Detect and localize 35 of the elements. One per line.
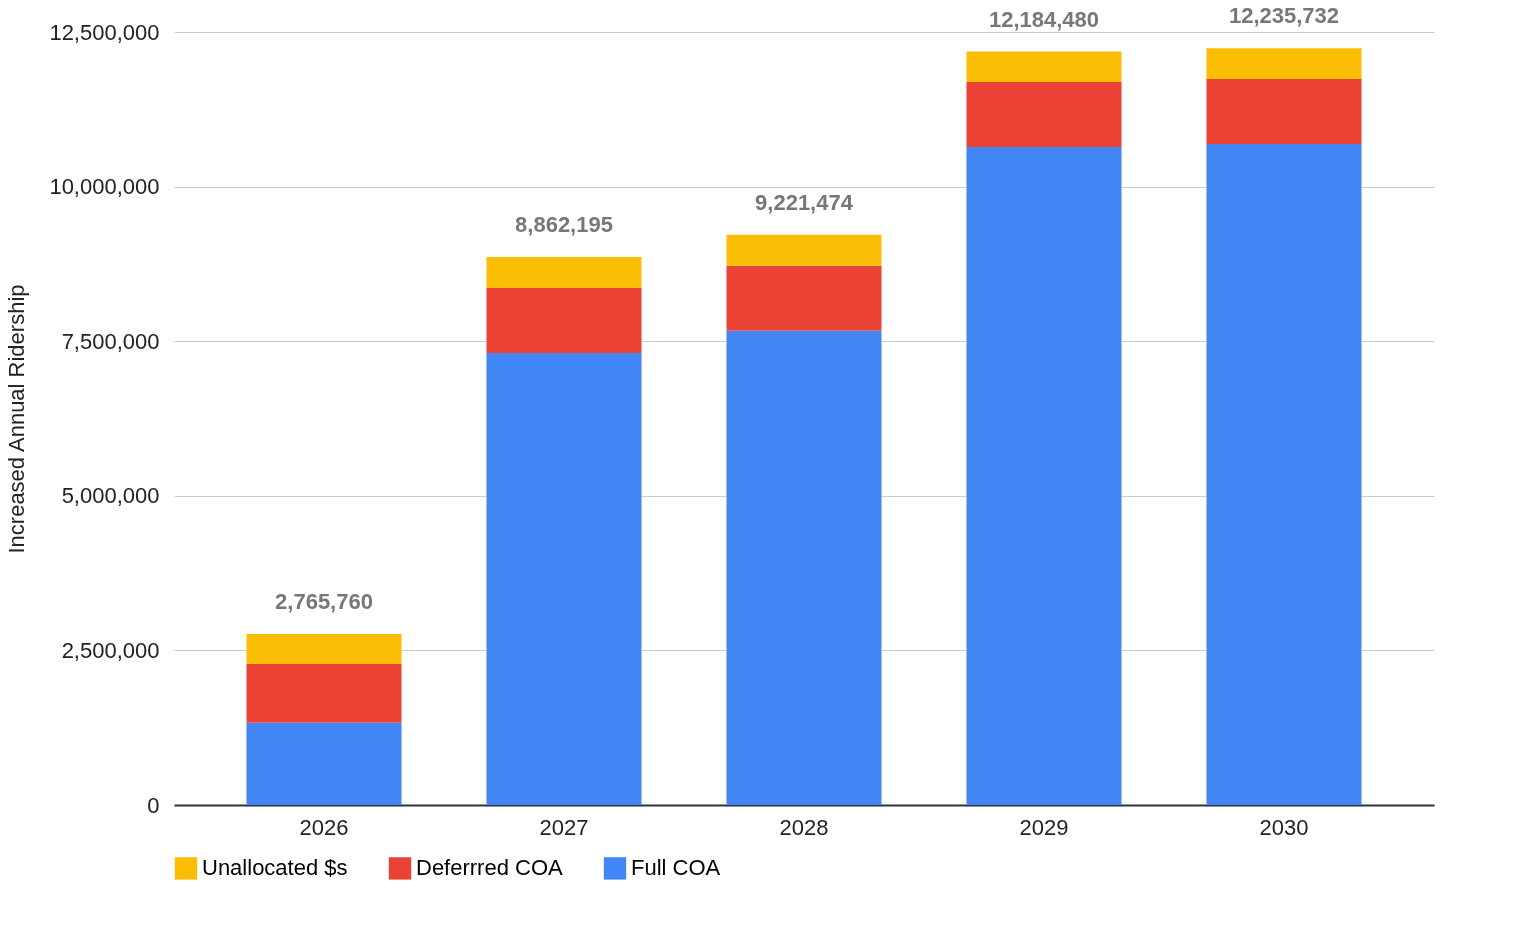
bar (966, 51, 1122, 83)
bar (966, 82, 1122, 148)
total-label: 8,862,195 (515, 211, 613, 237)
bar (1206, 79, 1362, 144)
bar (966, 147, 1122, 805)
total-label: 12,184,480 (988, 6, 1100, 32)
x-tick-label: 2026 (299, 814, 349, 840)
total-label: 2,765,760 (275, 588, 373, 614)
x-tick-label: 2028 (779, 814, 829, 840)
legend-label: Unallocated $s (202, 855, 348, 881)
y-tick-label: 5,000,000 (61, 483, 160, 509)
y-tick-label: 7,500,000 (61, 328, 160, 354)
y-tick-label: 10,000,000 (49, 174, 160, 200)
bar (486, 288, 642, 353)
total-label: 12,235,732 (1228, 3, 1340, 29)
bar (246, 722, 402, 805)
bar (726, 330, 882, 805)
bar (726, 265, 882, 331)
y-axis-title: Increased Annual Ridership (4, 284, 30, 554)
bar (486, 352, 642, 805)
legend-label: Deferrred COA (416, 855, 564, 881)
bar (246, 633, 402, 664)
x-tick-label: 2027 (539, 814, 589, 840)
x-tick-label: 2029 (1019, 814, 1069, 840)
bar (1206, 143, 1362, 805)
x-tick-label: 2030 (1259, 814, 1309, 840)
bar (246, 664, 402, 723)
bar (486, 256, 642, 289)
legend-label: Full COA (631, 855, 721, 881)
bar (726, 234, 882, 266)
y-tick-label: 0 (147, 792, 160, 818)
y-tick-label: 2,500,000 (61, 637, 160, 663)
y-tick-label: 12,500,000 (49, 19, 160, 45)
total-label: 9,221,474 (755, 189, 854, 215)
bar (1206, 48, 1362, 79)
